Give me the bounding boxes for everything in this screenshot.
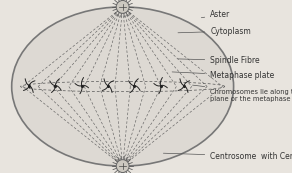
Text: Chromosomes lie along the equatorial
plane or the metaphase plate: Chromosomes lie along the equatorial pla… [192,85,292,102]
Ellipse shape [12,7,234,166]
Text: Centrosome  with Centrioles: Centrosome with Centrioles [164,152,292,161]
Text: Cytoplasm: Cytoplasm [178,27,251,36]
Ellipse shape [116,1,129,13]
Text: Aster: Aster [201,10,230,19]
Ellipse shape [116,160,129,172]
Text: Spindle Fibre: Spindle Fibre [178,56,260,65]
Text: Metaphase plate: Metaphase plate [172,71,274,80]
